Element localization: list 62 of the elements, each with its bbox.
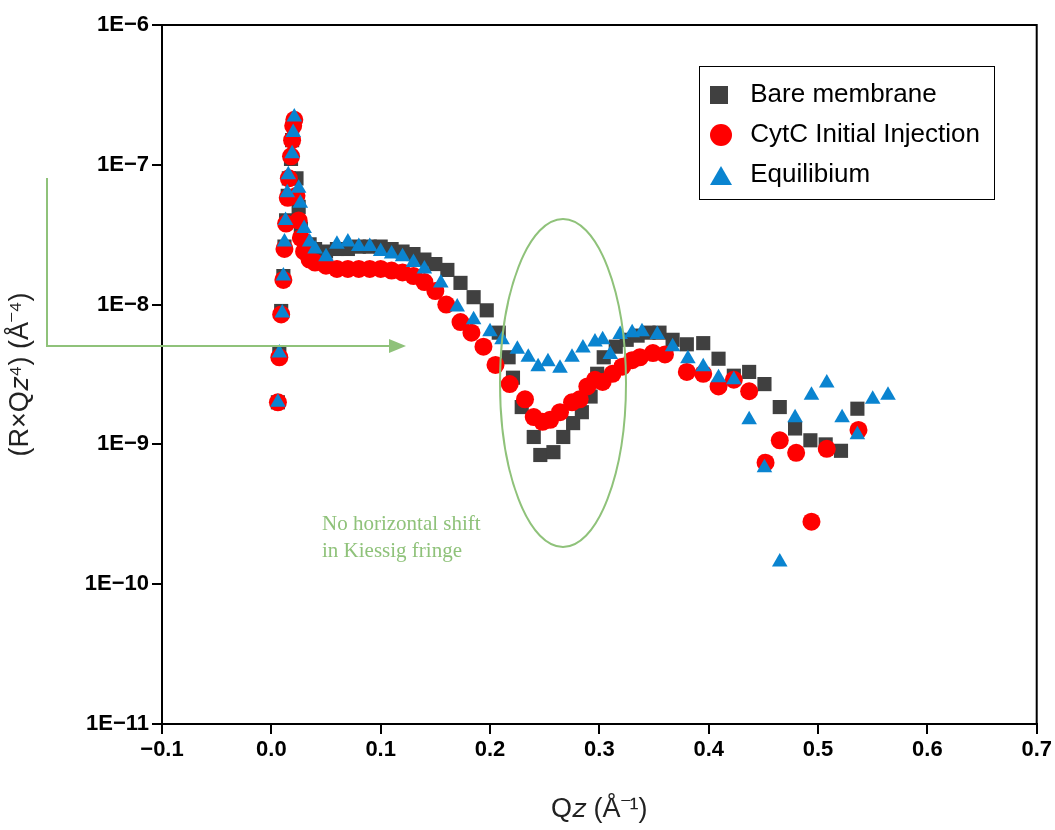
point bbox=[552, 359, 568, 373]
x-tick-label: 0.6 bbox=[912, 736, 943, 762]
point bbox=[787, 408, 803, 423]
legend-label: Equilibium bbox=[750, 158, 871, 188]
x-tick-label: 0.1 bbox=[365, 736, 396, 762]
x-tick-label: 0.7 bbox=[1021, 736, 1053, 762]
point bbox=[880, 386, 896, 400]
point bbox=[286, 107, 303, 122]
x-tick-label: 0.3 bbox=[584, 736, 615, 762]
point bbox=[771, 553, 788, 567]
point bbox=[276, 233, 293, 247]
legend-label: CytC Initial Injection bbox=[750, 118, 980, 148]
y-tick-label: 1E−11 bbox=[85, 710, 149, 736]
x-tick-label: −0.1 bbox=[140, 736, 184, 762]
point bbox=[756, 458, 773, 473]
y-tick-label: 1E−7 bbox=[97, 150, 149, 176]
point bbox=[664, 337, 681, 352]
point bbox=[520, 348, 537, 362]
point bbox=[803, 386, 820, 400]
point bbox=[449, 298, 466, 312]
point bbox=[741, 410, 757, 425]
point bbox=[634, 322, 650, 337]
point bbox=[575, 338, 591, 353]
x-tick-label: 0.2 bbox=[474, 736, 506, 762]
x-tick-label: 0.0 bbox=[256, 736, 287, 762]
point bbox=[710, 368, 727, 383]
x-tick-label: 0.4 bbox=[693, 736, 725, 762]
annotation: No horizontal shift in Kiessig fringe bbox=[322, 510, 482, 564]
point bbox=[296, 219, 312, 234]
point bbox=[602, 345, 619, 359]
point bbox=[416, 259, 433, 274]
point bbox=[509, 340, 526, 354]
point bbox=[564, 348, 580, 362]
point bbox=[433, 273, 449, 288]
point bbox=[405, 253, 422, 268]
point bbox=[292, 194, 309, 208]
point bbox=[340, 233, 356, 247]
point bbox=[280, 165, 297, 180]
y-tick-label: 1E−8 bbox=[97, 290, 149, 316]
point bbox=[834, 408, 850, 423]
point bbox=[290, 179, 307, 193]
point bbox=[279, 183, 296, 198]
point bbox=[465, 310, 482, 325]
point bbox=[383, 245, 400, 259]
point bbox=[482, 322, 498, 337]
point bbox=[540, 352, 556, 367]
x-axis-title: Q𝑧 (Å⁻¹) bbox=[551, 792, 648, 824]
point bbox=[530, 357, 546, 372]
point bbox=[695, 357, 712, 372]
point bbox=[284, 144, 300, 159]
legend-label: Bare membrane bbox=[750, 78, 937, 108]
point bbox=[285, 123, 301, 138]
point bbox=[849, 425, 866, 440]
point bbox=[864, 390, 881, 404]
point bbox=[329, 235, 345, 249]
y-tick-label: 1E−9 bbox=[97, 430, 149, 456]
point bbox=[680, 349, 696, 364]
y-tick-label: 1E−10 bbox=[84, 570, 149, 596]
point bbox=[818, 373, 835, 388]
y-axis-title: (R×Q𝑧⁴) (Å⁻⁴) bbox=[2, 292, 34, 457]
y-tick-label: 1E−6 bbox=[97, 11, 149, 37]
x-tick-label: 0.5 bbox=[802, 736, 834, 762]
